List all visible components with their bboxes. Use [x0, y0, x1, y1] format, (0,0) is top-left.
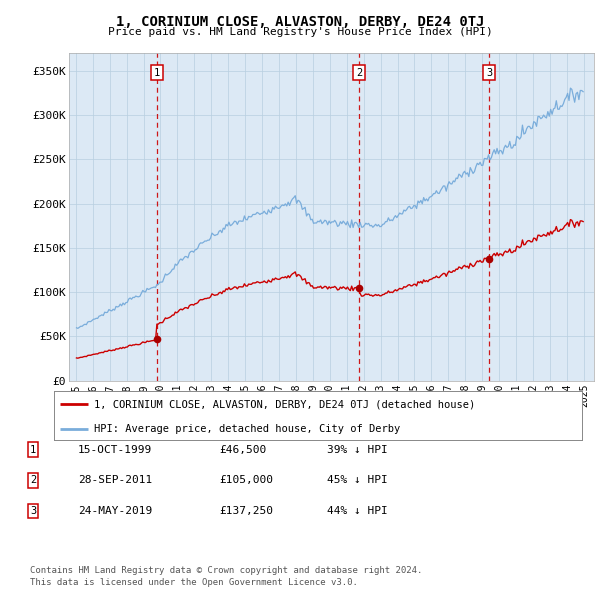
Text: Contains HM Land Registry data © Crown copyright and database right 2024.
This d: Contains HM Land Registry data © Crown c…	[30, 566, 422, 587]
Text: HPI: Average price, detached house, City of Derby: HPI: Average price, detached house, City…	[94, 424, 400, 434]
Text: 3: 3	[486, 68, 492, 77]
Text: 3: 3	[30, 506, 36, 516]
Text: £137,250: £137,250	[219, 506, 273, 516]
Text: 1, CORINIUM CLOSE, ALVASTON, DERBY, DE24 0TJ: 1, CORINIUM CLOSE, ALVASTON, DERBY, DE24…	[116, 15, 484, 29]
Text: £105,000: £105,000	[219, 476, 273, 485]
Text: 24-MAY-2019: 24-MAY-2019	[78, 506, 152, 516]
Text: 45% ↓ HPI: 45% ↓ HPI	[327, 476, 388, 485]
Text: 28-SEP-2011: 28-SEP-2011	[78, 476, 152, 485]
Text: 2: 2	[356, 68, 362, 77]
Text: 2: 2	[30, 476, 36, 485]
Text: 1: 1	[30, 445, 36, 454]
Text: £46,500: £46,500	[219, 445, 266, 454]
Text: 44% ↓ HPI: 44% ↓ HPI	[327, 506, 388, 516]
Text: 39% ↓ HPI: 39% ↓ HPI	[327, 445, 388, 454]
Text: 1: 1	[154, 68, 160, 77]
Text: 15-OCT-1999: 15-OCT-1999	[78, 445, 152, 454]
Text: 1, CORINIUM CLOSE, ALVASTON, DERBY, DE24 0TJ (detached house): 1, CORINIUM CLOSE, ALVASTON, DERBY, DE24…	[94, 399, 475, 409]
Text: Price paid vs. HM Land Registry's House Price Index (HPI): Price paid vs. HM Land Registry's House …	[107, 28, 493, 37]
